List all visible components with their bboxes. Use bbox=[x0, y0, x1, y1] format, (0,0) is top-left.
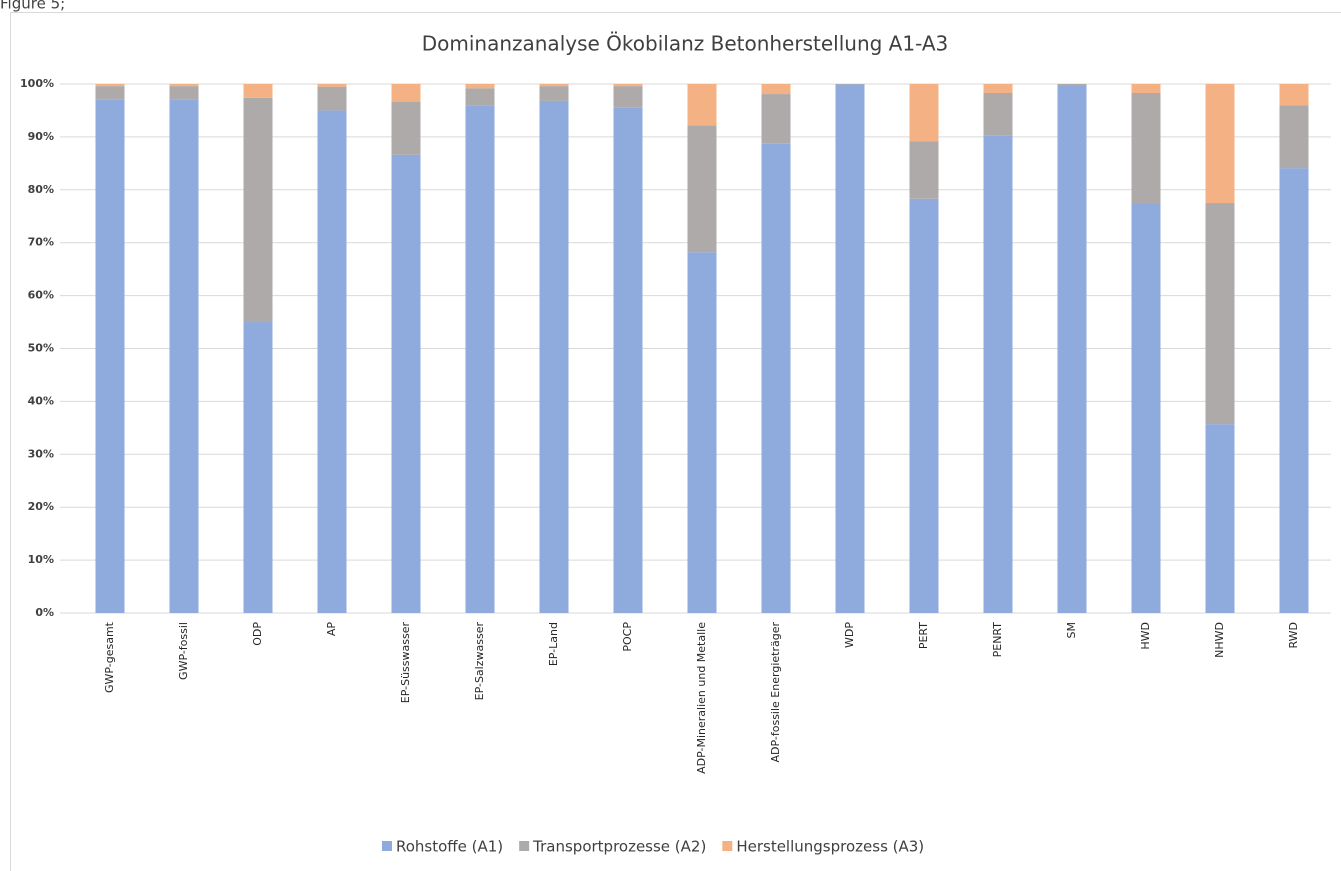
bar-segment bbox=[835, 84, 865, 85]
legend-swatch bbox=[519, 841, 530, 851]
bar-segment bbox=[95, 86, 125, 100]
bar-segment bbox=[391, 101, 421, 155]
x-tick-label: ADP-fossile Energieträger bbox=[769, 622, 782, 763]
legend-swatch bbox=[382, 841, 392, 851]
y-tick-label: 0% bbox=[35, 606, 54, 619]
y-tick-label: 80% bbox=[28, 183, 54, 196]
x-tick-label: EP-Süsswasser bbox=[399, 622, 412, 704]
y-tick-label: 30% bbox=[28, 447, 54, 460]
bar-segment bbox=[613, 86, 643, 108]
bar-segment bbox=[539, 100, 569, 614]
x-tick-label: NHWD bbox=[1213, 622, 1226, 658]
bar-segment bbox=[243, 322, 273, 613]
bar-segment bbox=[909, 198, 939, 613]
x-tick-label: PERT bbox=[917, 622, 930, 649]
bar-segment bbox=[1205, 424, 1235, 613]
bar-segment bbox=[317, 110, 347, 613]
legend-label: Rohstoffe (A1) bbox=[396, 838, 503, 856]
y-tick-label: 20% bbox=[28, 500, 54, 513]
bar-segment bbox=[1131, 92, 1161, 204]
bar-segment bbox=[613, 84, 643, 87]
bar-segment bbox=[909, 84, 939, 142]
bar-segment bbox=[613, 107, 643, 614]
y-tick-label: 40% bbox=[28, 394, 54, 407]
y-tick-label: 100% bbox=[20, 77, 54, 90]
y-tick-label: 90% bbox=[28, 130, 54, 143]
bar-segment bbox=[539, 84, 569, 87]
bar-segment bbox=[1131, 203, 1161, 613]
bar-segment bbox=[983, 84, 1013, 93]
bar-segment bbox=[1205, 203, 1235, 425]
x-tick-label: RWD bbox=[1287, 622, 1300, 649]
bar-segment bbox=[465, 88, 495, 106]
bar-segment bbox=[687, 84, 717, 126]
bar-segment bbox=[1279, 105, 1309, 169]
x-tick-label: EP-Salzwasser bbox=[473, 622, 486, 701]
bar-segment bbox=[317, 86, 347, 111]
bar-segment bbox=[391, 154, 421, 614]
bar-segment bbox=[1131, 84, 1161, 93]
legend-label: Transportprozesse (A2) bbox=[532, 838, 706, 856]
x-tick-label: ODP bbox=[251, 622, 264, 646]
bar-segment bbox=[1279, 84, 1309, 106]
x-tick-label: SM bbox=[1065, 622, 1078, 638]
bar-segment bbox=[391, 84, 421, 102]
bar-segment bbox=[465, 84, 495, 89]
bar-segment bbox=[1057, 85, 1087, 614]
x-tick-label: PENRT bbox=[991, 622, 1004, 658]
caption: Figure 5; bbox=[0, 0, 65, 13]
bar-segment bbox=[909, 141, 939, 199]
chart-border bbox=[10, 12, 1341, 871]
bar-segment bbox=[1279, 168, 1309, 613]
x-tick-label: GWP-gesamt bbox=[103, 621, 116, 693]
x-tick-label: GWP-fossil bbox=[177, 622, 190, 680]
x-tick-label: WDP bbox=[843, 622, 856, 648]
bar-segment bbox=[1205, 84, 1235, 204]
y-tick-label: 60% bbox=[28, 289, 54, 302]
x-tick-label: AP bbox=[325, 622, 338, 637]
y-tick-label: 70% bbox=[28, 236, 54, 249]
bar-segment bbox=[243, 97, 273, 323]
bar-segment bbox=[169, 84, 199, 87]
legend-label: Herstellungsprozess (A3) bbox=[736, 838, 924, 856]
bar-segment bbox=[95, 99, 125, 614]
bar-segment bbox=[983, 92, 1013, 136]
bar-segment bbox=[983, 135, 1013, 614]
y-tick-label: 50% bbox=[28, 342, 54, 355]
bar-segment bbox=[687, 125, 717, 253]
legend-swatch bbox=[722, 841, 733, 851]
bar-segment bbox=[761, 94, 791, 144]
bar-segment bbox=[169, 99, 199, 614]
x-tick-label: POCP bbox=[621, 622, 634, 652]
x-tick-label: ADP-Mineralien und Metalle bbox=[695, 622, 708, 774]
bar-segment bbox=[687, 252, 717, 614]
bar-segment bbox=[761, 84, 791, 95]
bar-segment bbox=[95, 84, 125, 87]
bar-segment bbox=[317, 84, 347, 87]
chart-title: Dominanzanalyse Ökobilanz Betonherstellu… bbox=[422, 32, 949, 56]
y-tick-label: 10% bbox=[28, 553, 54, 566]
bar-segment bbox=[243, 84, 273, 98]
x-tick-label: EP-Land bbox=[547, 622, 560, 666]
bar-segment bbox=[1057, 84, 1087, 86]
bar-segment bbox=[539, 86, 569, 101]
bar-segment bbox=[465, 105, 495, 613]
bar-segment bbox=[761, 143, 791, 614]
x-tick-label: HWD bbox=[1139, 622, 1152, 650]
bar-segment bbox=[835, 84, 865, 614]
bar-segment bbox=[169, 86, 199, 100]
